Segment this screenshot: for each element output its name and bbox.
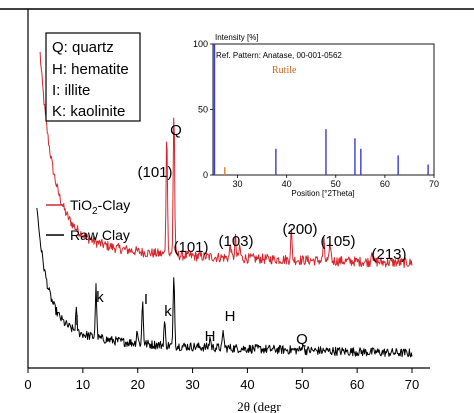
- main-x-ticks: 0 10 20 30 40 50 60 70: [24, 368, 419, 392]
- inset-x-tick-label-50: 50: [331, 179, 341, 189]
- inset-bars: [213, 44, 429, 175]
- legend-label-tio2-clay: TiO2-Clay: [70, 197, 130, 217]
- main-x-tick-label-10: 10: [76, 377, 90, 392]
- peak-label-raw-clay-7: Q: [296, 331, 308, 348]
- peak-label-raw-clay-3: k: [164, 303, 172, 320]
- series-tio2-clay-line: [39, 51, 413, 269]
- phase-key-box: Q: quartz H: hematite I: illite K: kaoli…: [45, 32, 141, 122]
- main-x-tick-label-40: 40: [240, 377, 254, 392]
- key-hematite: H: hematite: [52, 61, 129, 78]
- main-x-tick-label-20: 20: [130, 377, 144, 392]
- legend-label-raw-clay: Raw Clay: [70, 227, 130, 243]
- main-series-group: [36, 51, 413, 358]
- key-kaolinite: K: kaolinite: [52, 103, 125, 120]
- main-x-tick-label-60: 60: [350, 377, 364, 392]
- peak-label-raw-clay-6: H: [225, 308, 236, 325]
- peak-label-raw-clay-5: H: [205, 328, 216, 345]
- peak-label-tio2-clay-5: (213): [371, 246, 406, 263]
- inset-x-tick-label-70: 70: [429, 179, 439, 189]
- main-x-tick-label-0: 0: [24, 377, 31, 392]
- peak-label-raw-clay-0: I: [75, 312, 79, 329]
- inset-ref-pattern-label: Ref. Pattern: Anatase, 00-001-0562: [216, 51, 342, 60]
- peak-label-raw-clay-1: k: [96, 289, 104, 306]
- main-x-axis-label: 2θ (degr: [237, 399, 281, 413]
- inset-y-tick-label-100: 100: [193, 39, 208, 49]
- main-peak-labels: (101)Q(103)(200)(105)(213)Ik Ik(101)HHQ: [75, 122, 407, 348]
- series-raw-clay-line: [36, 207, 413, 358]
- peak-label-tio2-clay-4: (105): [320, 233, 355, 250]
- phase-key-frame: [45, 32, 141, 122]
- main-plot: 0 10 20 30 40 50 60 70 (101) Q (103) (200)(105) (21…: [24, 9, 430, 413]
- main-x-tick-label-70: 70: [405, 377, 419, 392]
- main-x-tick-label-30: 30: [185, 377, 199, 392]
- inset-rutile-label: Rutile: [272, 65, 297, 76]
- inset-y-ticks: 0 50 100: [193, 39, 213, 180]
- inset-x-tick-label-60: 60: [380, 179, 390, 189]
- peak-label-raw-clay-4: (101): [173, 239, 208, 256]
- key-quartz: Q: quartz: [52, 39, 114, 56]
- main-legend: TiO2-Clay Raw Clay: [46, 197, 130, 243]
- key-illite: I: illite: [52, 82, 90, 99]
- peak-label-tio2-clay-2: (103): [218, 233, 253, 250]
- peak-label-tio2-clay-3: (200): [282, 221, 317, 238]
- peak-label-tio2-clay-1: Q: [170, 122, 182, 139]
- inset-x-tick-label-30: 30: [233, 179, 243, 189]
- inset-x-axis-label: Position [°2Theta]: [291, 189, 354, 198]
- peak-label-raw-clay-2: I: [144, 291, 148, 308]
- inset-x-tick-label-40: 40: [282, 179, 292, 189]
- inset-title: Intensity [%]: [215, 33, 259, 42]
- inset-frame: [212, 43, 435, 176]
- inset-x-ticks: 30 40 50 60 70: [233, 175, 439, 189]
- inset-y-tick-label-50: 50: [198, 105, 208, 115]
- peak-label-tio2-clay-0: (101): [137, 164, 172, 181]
- inset-y-tick-label-0: 0: [203, 170, 208, 180]
- inset-reference-plot: Intensity [%] Ref. Pattern: Anatase, 00-…: [193, 33, 439, 198]
- main-x-tick-label-50: 50: [295, 377, 309, 392]
